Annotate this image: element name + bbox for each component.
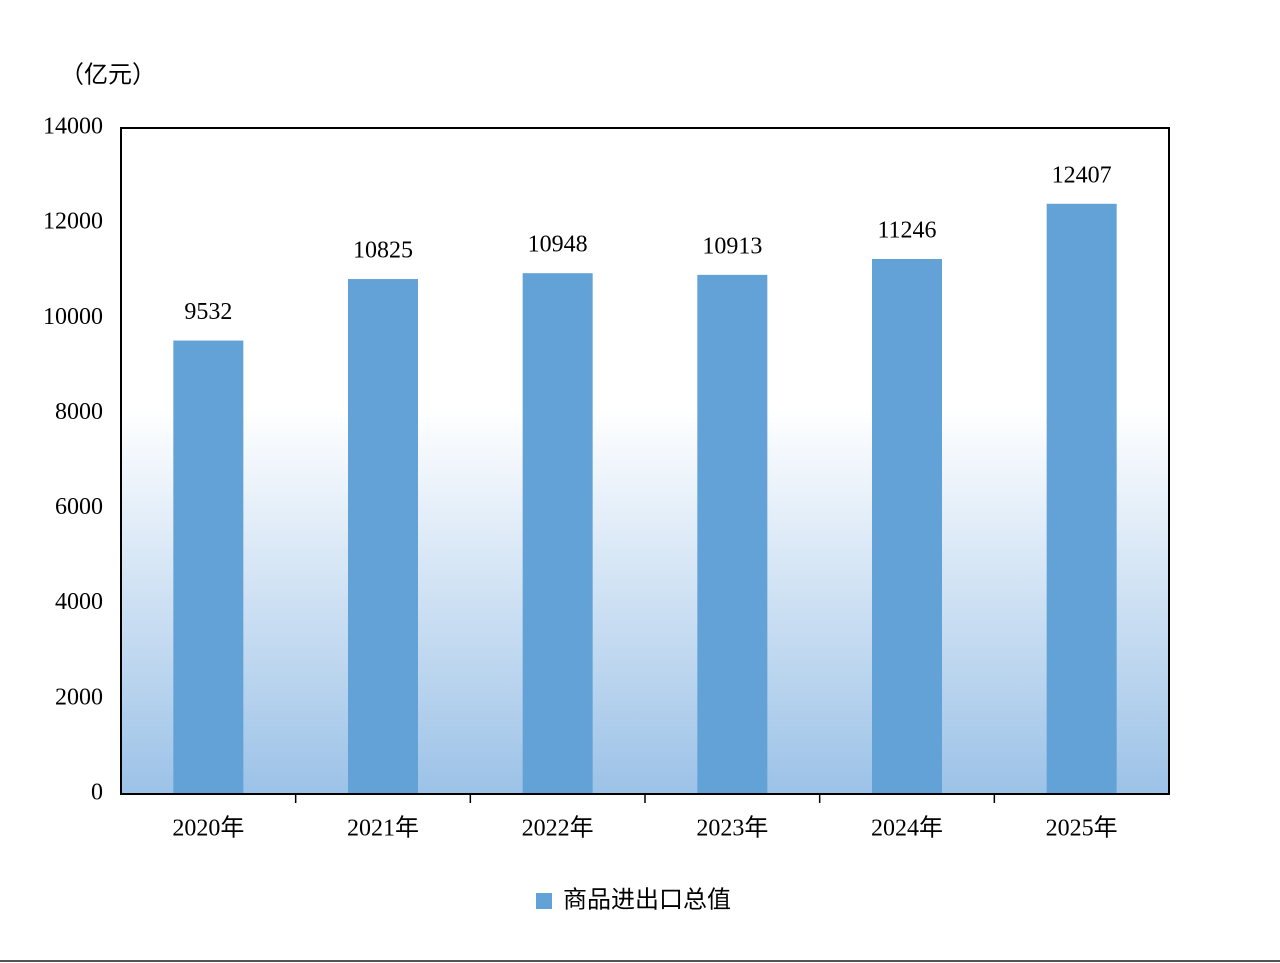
data-label: 10825 <box>353 238 413 264</box>
x-tick-label: 2024年 <box>871 815 943 842</box>
x-tick-label: 2025年 <box>1046 815 1118 842</box>
y-tick-label: 2000 <box>55 684 103 710</box>
data-label: 11246 <box>877 218 936 244</box>
plot-area <box>121 128 1169 794</box>
data-label: 10913 <box>702 233 762 259</box>
legend-label: 商品进出口总值 <box>563 887 731 914</box>
y-tick-label: 0 <box>91 780 103 806</box>
y-axis-unit: （亿元） <box>60 62 156 89</box>
x-tick-label: 2021年 <box>347 815 419 842</box>
y-tick-label: 14000 <box>43 114 103 140</box>
bar <box>522 273 593 794</box>
x-tick-label: 2020年 <box>172 815 244 842</box>
data-label: 12407 <box>1052 162 1112 188</box>
marks <box>173 203 1117 795</box>
bar <box>348 279 418 794</box>
legend-swatch <box>536 893 552 909</box>
x-tick-label: 2023年 <box>696 815 768 842</box>
bar <box>1046 203 1117 795</box>
bar <box>872 259 942 794</box>
data-label: 9532 <box>184 299 232 325</box>
y-tick-label: 6000 <box>55 494 103 520</box>
y-tick-label: 10000 <box>43 304 103 330</box>
data-label: 10948 <box>528 232 588 258</box>
x-tick-label: 2022年 <box>522 815 594 842</box>
y-tick-label: 8000 <box>55 399 103 425</box>
bar <box>697 274 768 794</box>
y-tick-label: 12000 <box>43 209 103 235</box>
y-tick-label: 4000 <box>55 589 103 615</box>
bar <box>173 340 244 794</box>
